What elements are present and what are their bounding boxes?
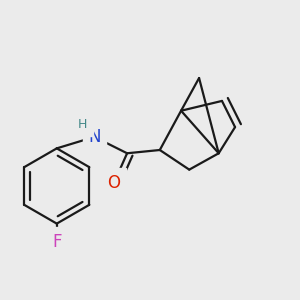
Text: F: F xyxy=(52,232,62,250)
Text: H: H xyxy=(78,118,88,131)
Text: O: O xyxy=(107,174,121,192)
Text: N: N xyxy=(88,128,100,146)
